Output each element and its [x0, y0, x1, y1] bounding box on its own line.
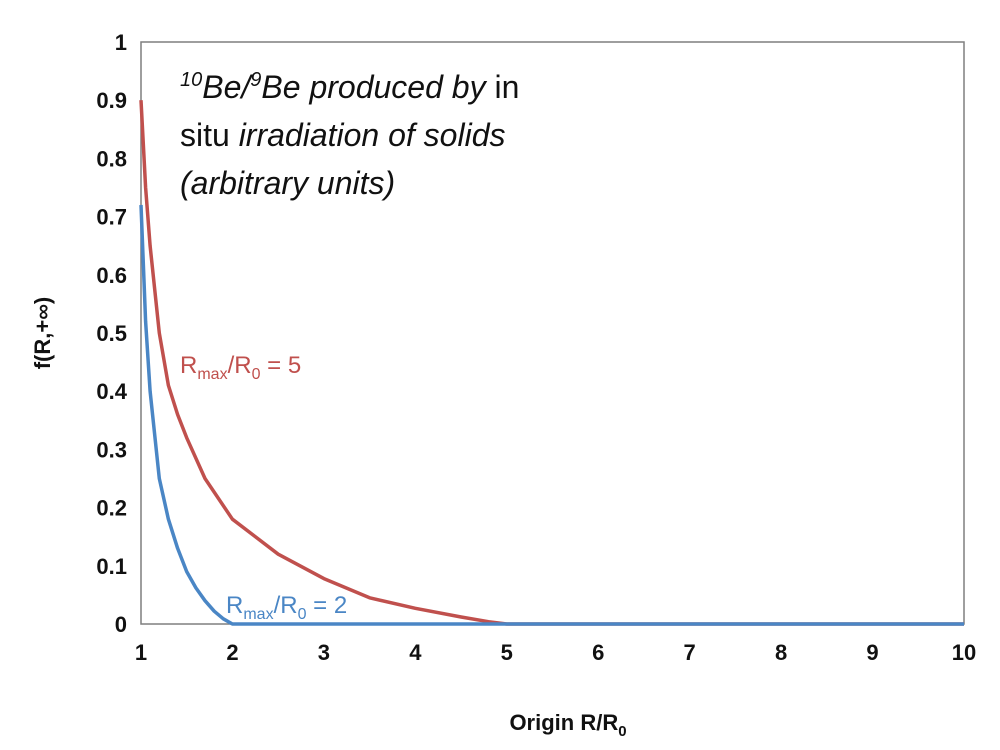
y-tick-label: 0.9 — [96, 88, 127, 113]
x-tick-label: 5 — [501, 640, 513, 665]
y-tick-label: 0.6 — [96, 263, 127, 288]
x-tick-label: 7 — [684, 640, 696, 665]
y-tick-label: 0.8 — [96, 146, 127, 171]
y-tick-label: 0.2 — [96, 496, 127, 521]
annotation-line-1: 10Be/9Be produced by in — [180, 69, 519, 105]
y-tick-label: 0.3 — [96, 437, 127, 462]
series-line-1 — [139, 204, 964, 626]
x-axis-title: Origin R/R0 — [509, 710, 626, 740]
y-tick-label: 0.5 — [96, 321, 127, 346]
plot-area — [140, 41, 965, 625]
y-tick-label: 0.1 — [96, 554, 127, 579]
x-tick-label: 6 — [592, 640, 604, 665]
series-label-rmax-5: Rmax/R0 = 5 — [180, 352, 301, 383]
series-lines — [139, 100, 964, 626]
annotation-line-3: (arbitrary units) — [180, 165, 395, 201]
y-axis-title: f(R,+∞) — [30, 297, 55, 370]
y-tick-label: 1 — [115, 30, 127, 55]
axis-ticks: 1 2 3 4 5 6 7 8 9 10 0 0.1 0.2 0.3 0.4 0.5 0.6 0.7 0.8 0.9 1 — [96, 30, 976, 665]
x-tick-label: 4 — [409, 640, 422, 665]
x-tick-label: 8 — [775, 640, 787, 665]
series-label-rmax-2: Rmax/R0 = 2 — [226, 592, 347, 623]
x-tick-label: 1 — [135, 640, 147, 665]
annotation-line-2: situ irradiation of solids — [180, 117, 505, 153]
x-tick-label: 3 — [318, 640, 330, 665]
x-tick-label: 10 — [952, 640, 976, 665]
x-tick-label: 2 — [226, 640, 238, 665]
x-tick-label: 9 — [866, 640, 878, 665]
y-tick-label: 0.4 — [96, 379, 127, 404]
y-tick-label: 0.7 — [96, 205, 127, 230]
y-tick-label: 0 — [115, 612, 127, 637]
